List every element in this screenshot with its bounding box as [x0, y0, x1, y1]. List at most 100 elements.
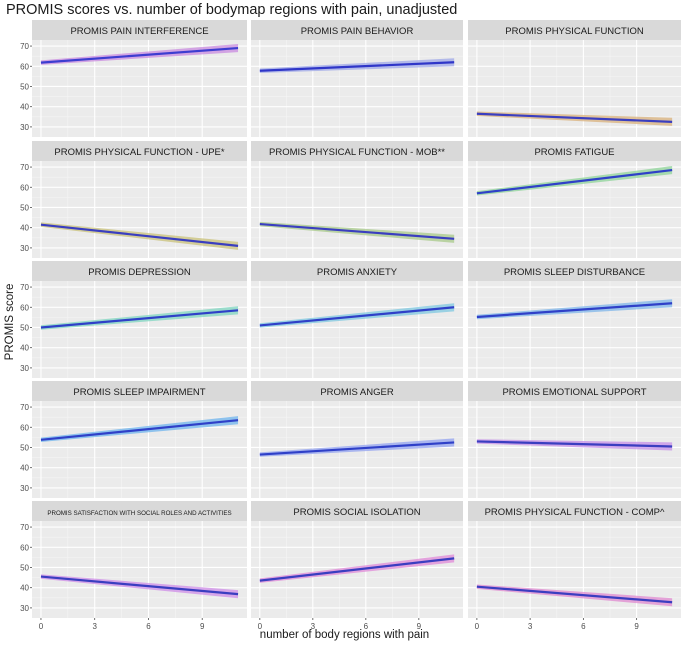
facet-strip-label: PROMIS FATIGUE — [534, 147, 614, 158]
y-axis-label: PROMIS score — [4, 283, 16, 361]
facet-panel: PROMIS ANXIETY — [251, 261, 463, 378]
y-tick-label: 40 — [20, 584, 29, 593]
facet-strip — [251, 381, 463, 401]
y-tick-label: 60 — [20, 303, 29, 312]
facet-panel: PROMIS PHYSICAL FUNCTION - UPE* — [32, 141, 247, 258]
y-tick-label: 70 — [20, 523, 29, 532]
y-tick-label: 30 — [20, 484, 29, 493]
regression-line — [259, 61, 455, 72]
facet-panel: PROMIS SLEEP DISTURBANCE — [468, 261, 681, 378]
regression-line — [259, 557, 455, 582]
y-tick-label: 50 — [20, 443, 29, 452]
y-tick-label: 40 — [20, 344, 29, 353]
facet-panel: PROMIS DEPRESSION — [32, 261, 247, 378]
y-tick-label: 70 — [20, 283, 29, 292]
y-tick-label: 60 — [20, 423, 29, 432]
facet-strip-label: PROMIS PHYSICAL FUNCTION - MOB** — [269, 147, 445, 158]
y-tick-label: 30 — [20, 244, 29, 253]
y-tick-label: 50 — [20, 563, 29, 572]
facet-strip — [251, 501, 463, 521]
facet-panel: PROMIS FATIGUE — [468, 141, 681, 258]
facet-panel: PROMIS PHYSICAL FUNCTION - MOB** — [251, 141, 463, 258]
x-tick-label: 6 — [146, 622, 151, 631]
facet-strip-label: PROMIS SLEEP DISTURBANCE — [504, 267, 645, 278]
regression-line — [259, 306, 455, 327]
regression-line — [476, 112, 673, 123]
x-tick-label: 9 — [417, 622, 422, 631]
facet-strip — [32, 261, 247, 281]
regression-line — [40, 309, 239, 329]
facet-strip — [251, 261, 463, 281]
y-tick-label: 30 — [20, 364, 29, 373]
y-tick-label: 70 — [20, 42, 29, 51]
facet-strip — [251, 141, 463, 161]
facet-strip — [468, 261, 681, 281]
facet-strip-label: PROMIS ANXIETY — [317, 267, 398, 278]
regression-line — [40, 419, 239, 441]
facet-strip — [251, 20, 463, 40]
x-tick-label: 6 — [364, 622, 369, 631]
x-tick-label: 9 — [200, 622, 205, 631]
facet-strip — [468, 501, 681, 521]
y-tick-label: 60 — [20, 183, 29, 192]
y-tick-label: 50 — [20, 323, 29, 332]
facet-panel: PROMIS PAIN BEHAVIOR — [251, 20, 463, 137]
facet-strip-label: PROMIS DEPRESSION — [88, 267, 191, 278]
panel-background — [32, 521, 247, 618]
regression-line — [40, 46, 239, 64]
facet-panel: PROMIS ANGER — [251, 381, 463, 498]
facet-panel: PROMIS SATISFACTION WITH SOCIAL ROLES AN… — [32, 501, 247, 618]
facet-strip-label: PROMIS PHYSICAL FUNCTION - UPE* — [54, 147, 224, 158]
regression-line — [259, 441, 455, 456]
facet-strip-label: PROMIS PAIN BEHAVIOR — [301, 26, 414, 37]
x-tick-label: 6 — [581, 622, 586, 631]
facet-strip-label: PROMIS ANGER — [320, 387, 394, 398]
y-tick-label: 60 — [20, 62, 29, 71]
x-axis-label: number of body regions with pain — [259, 629, 430, 641]
facet-strip-label: PROMIS SOCIAL ISOLATION — [293, 507, 420, 518]
facet-strip-label: PROMIS SLEEP IMPAIRMENT — [73, 387, 205, 398]
facet-strip-label: PROMIS PHYSICAL FUNCTION — [505, 26, 644, 37]
panel-background — [468, 281, 681, 378]
x-tick-label: 0 — [475, 622, 480, 631]
facet-strip — [468, 141, 681, 161]
facet-panel: PROMIS PHYSICAL FUNCTION - COMP^ — [468, 501, 681, 618]
facet-strip — [32, 141, 247, 161]
y-tick-label: 50 — [20, 203, 29, 212]
facet-strip — [32, 20, 247, 40]
panel-background — [32, 281, 247, 378]
facet-panel: PROMIS EMOTIONAL SUPPORT — [468, 381, 681, 498]
x-tick-label: 0 — [39, 622, 44, 631]
facet-strip-label: PROMIS EMOTIONAL SUPPORT — [502, 387, 646, 398]
facet-panel: PROMIS PAIN INTERFERENCE — [32, 20, 247, 137]
facet-strip — [32, 381, 247, 401]
panel-background — [251, 161, 463, 258]
facet-strip-label: PROMIS PAIN INTERFERENCE — [70, 26, 208, 37]
regression-line — [40, 575, 239, 596]
facet-strip — [468, 20, 681, 40]
facet-panel: PROMIS SLEEP IMPAIRMENT — [32, 381, 247, 498]
regression-line — [476, 302, 673, 319]
facet-strip — [32, 501, 247, 521]
facet-panel: PROMIS SOCIAL ISOLATION — [251, 501, 463, 618]
regression-line — [40, 223, 239, 247]
regression-line — [476, 585, 673, 604]
y-tick-label: 40 — [20, 224, 29, 233]
facet-strip-label: PROMIS SATISFACTION WITH SOCIAL ROLES AN… — [47, 510, 231, 517]
y-tick-label: 40 — [20, 103, 29, 112]
y-tick-label: 70 — [20, 163, 29, 172]
y-tick-label: 30 — [20, 123, 29, 132]
y-tick-label: 40 — [20, 464, 29, 473]
facet-panel: PROMIS PHYSICAL FUNCTION — [468, 20, 681, 137]
facet-strip-label: PROMIS PHYSICAL FUNCTION - COMP^ — [485, 507, 665, 518]
y-tick-label: 70 — [20, 403, 29, 412]
panel-background — [251, 281, 463, 378]
regression-line — [476, 440, 673, 448]
regression-line — [259, 222, 455, 240]
y-tick-label: 60 — [20, 543, 29, 552]
y-tick-label: 50 — [20, 82, 29, 91]
panel-background — [32, 401, 247, 498]
panel-background — [251, 40, 463, 137]
facet-strip — [468, 381, 681, 401]
